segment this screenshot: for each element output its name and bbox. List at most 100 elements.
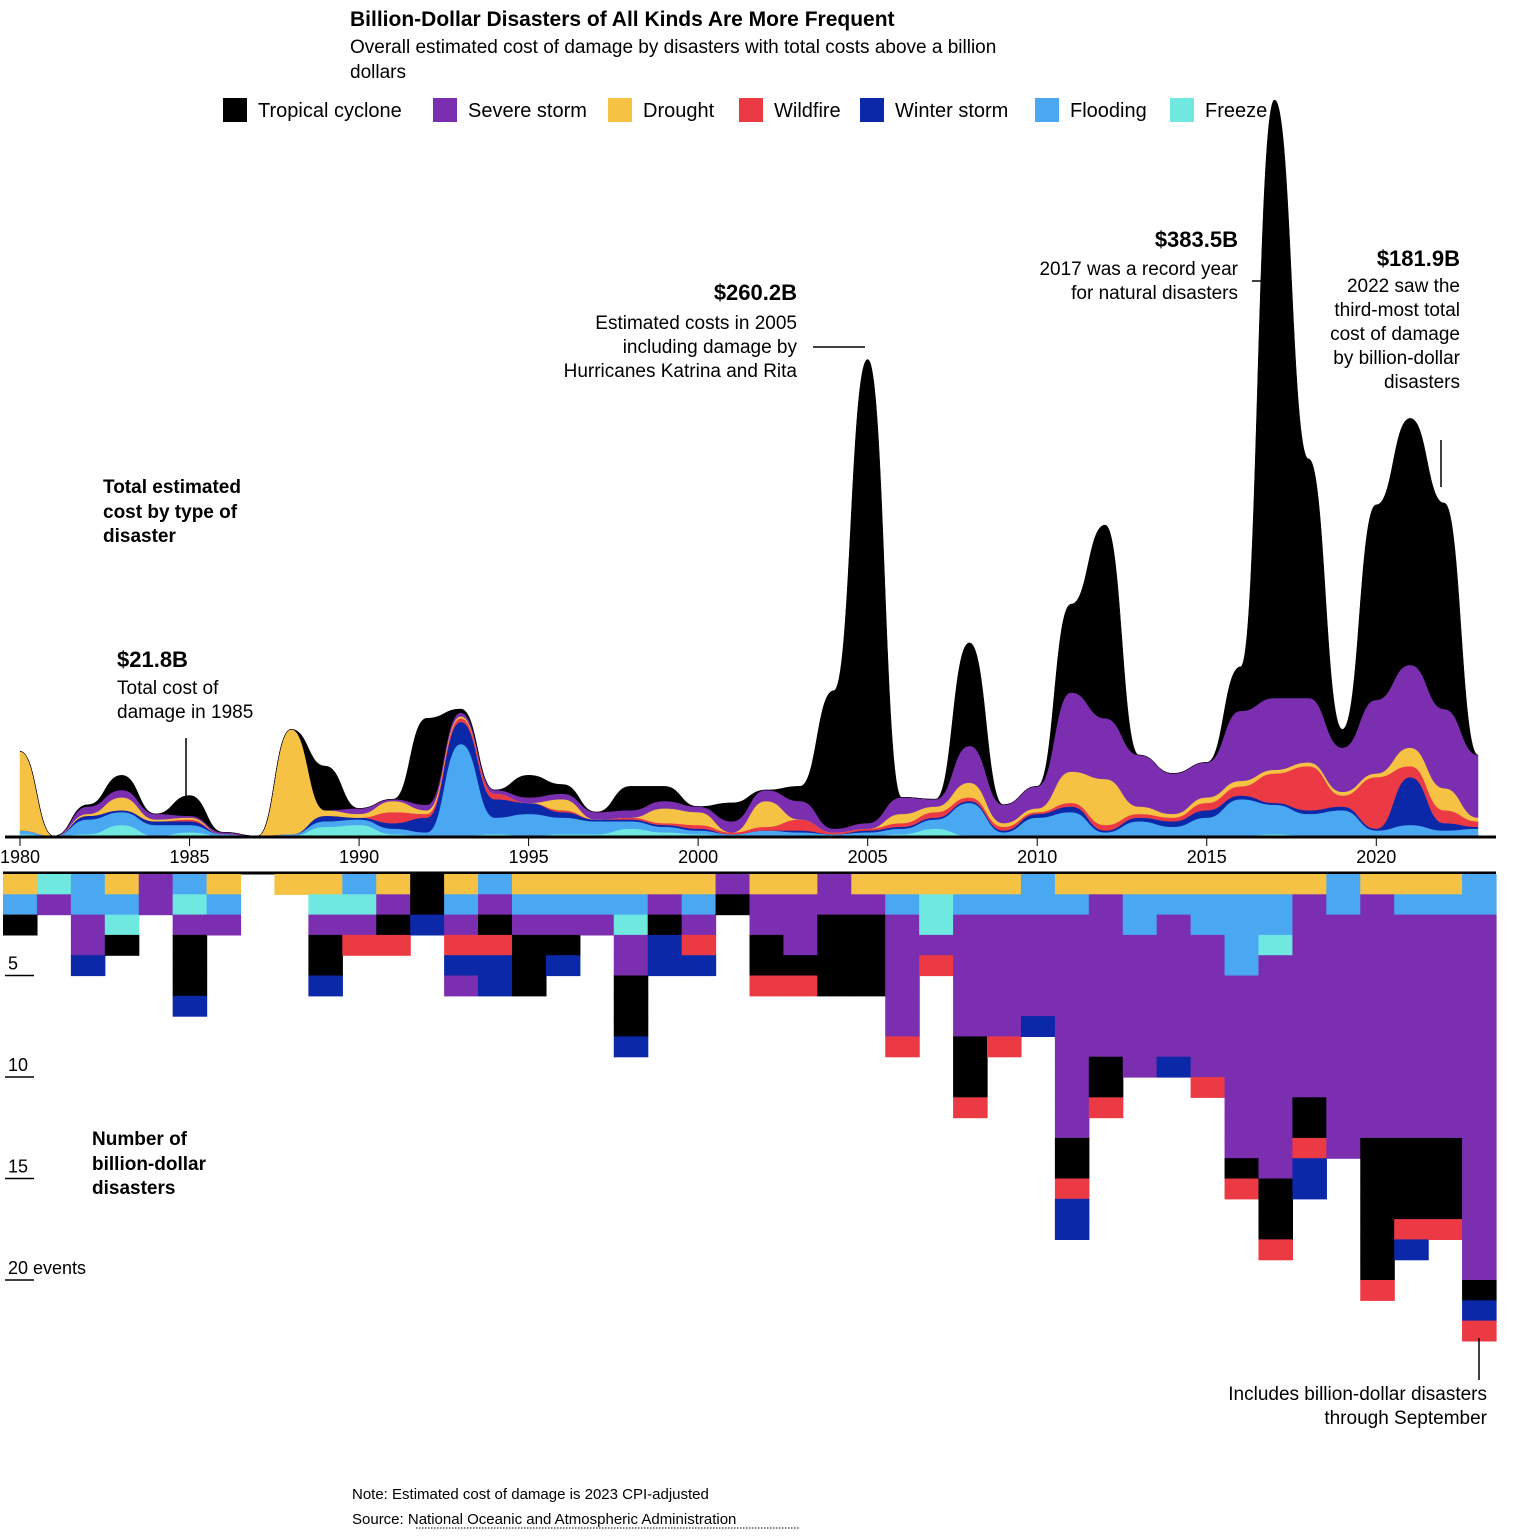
count-cell-2006-9-wildfire [885, 1036, 920, 1058]
count-cell-2016-14-severe-storm [1224, 1137, 1260, 1159]
count-cell-2018-11-severe-storm [1292, 1077, 1327, 1098]
count-cell-2018-5-severe-storm [1292, 955, 1327, 977]
count-cell-2022-12-severe-storm [1428, 1097, 1463, 1119]
cost-section-label-line-1: Total estimated [103, 477, 241, 498]
count-cell-2016-10-severe-storm [1224, 1056, 1260, 1078]
count-cell-2017-19-wildfire [1258, 1239, 1294, 1261]
count-cell-2004-3-tropical-cyclone [817, 914, 852, 936]
annotation-2022-line-2: third-most total [1334, 300, 1460, 321]
count-cell-2018-7-severe-storm [1292, 995, 1327, 1017]
count-bar-1983 [104, 874, 140, 956]
legend-label-flooding: Flooding [1070, 100, 1147, 122]
count-bar-1992 [410, 874, 445, 936]
count-cell-2020-2-severe-storm [1360, 894, 1395, 916]
count-cell-1990-1-flooding [342, 874, 377, 895]
count-cell-2011-18-winter-storm [1054, 1219, 1090, 1240]
count-cell-2010-5-severe-storm [1020, 955, 1056, 977]
count-cell-2011-10-severe-storm [1054, 1056, 1090, 1078]
count-cell-2013-6-severe-storm [1122, 975, 1158, 997]
count-cell-2017-8-severe-storm [1258, 1016, 1294, 1037]
count-bar-2015 [1190, 874, 1226, 1098]
count-cell-2004-4-tropical-cyclone [817, 934, 852, 956]
count-cell-1985-5-tropical-cyclone [172, 955, 208, 977]
count-cell-2002-3-severe-storm [749, 914, 785, 936]
count-bar-1982 [70, 874, 106, 977]
count-cell-2007-4-severe-storm [919, 934, 954, 956]
count-cell-2006-3-severe-storm [885, 914, 920, 936]
count-cell-2015-8-severe-storm [1190, 1016, 1226, 1037]
count-cell-2008-1-drought [953, 874, 988, 895]
annotation-2022-line-1: 2022 saw the [1347, 276, 1460, 297]
count-bar-2008 [953, 874, 988, 1119]
count-cell-2021-12-severe-storm [1394, 1097, 1429, 1119]
count-cell-1996-5-winter-storm [545, 955, 581, 977]
count-cell-2021-5-severe-storm [1394, 955, 1429, 977]
count-cell-2000-3-severe-storm [681, 914, 717, 936]
count-cell-2023-17-severe-storm [1462, 1198, 1497, 1220]
count-cell-1984-2-severe-storm [138, 894, 174, 916]
count-cell-1980-1-drought [3, 874, 38, 895]
count-cell-2002-2-severe-storm [749, 894, 785, 916]
count-cell-2011-3-severe-storm [1054, 914, 1090, 936]
count-cell-2023-22-winter-storm [1462, 1300, 1497, 1322]
count-bar-1988 [274, 874, 309, 895]
count-cell-2016-3-flooding [1224, 914, 1260, 936]
count-cell-2023-3-severe-storm [1462, 914, 1497, 936]
count-cell-2012-8-severe-storm [1088, 1016, 1124, 1037]
annotation-1985-line-1: Total cost of [117, 678, 219, 699]
count-bar-1980 [3, 874, 38, 936]
count-cell-2017-3-flooding [1258, 914, 1294, 936]
count-cell-2019-6-severe-storm [1326, 975, 1361, 997]
count-cell-2014-9-severe-storm [1156, 1036, 1192, 1058]
count-cell-2006-6-severe-storm [885, 975, 920, 997]
count-cell-2005-6-tropical-cyclone [851, 975, 886, 997]
count-cell-2022-11-severe-storm [1428, 1077, 1463, 1098]
count-cell-2002-1-drought [749, 874, 785, 895]
count-cell-1992-3-winter-storm [410, 914, 445, 936]
count-cell-2016-4-flooding [1224, 934, 1260, 956]
count-cell-2020-12-severe-storm [1360, 1097, 1395, 1119]
count-cell-2012-5-severe-storm [1088, 955, 1124, 977]
count-cell-1994-3-tropical-cyclone [478, 914, 513, 936]
footer-source-link[interactable]: National Oceanic and Atmospheric Adminis… [408, 1511, 737, 1528]
count-cell-2001-2-tropical-cyclone [715, 894, 751, 916]
x-tick-label-1985: 1985 [170, 847, 210, 867]
count-cell-2013-3-flooding [1122, 914, 1158, 936]
count-cell-2016-12-severe-storm [1224, 1097, 1260, 1119]
count-cell-1994-4-wildfire [478, 934, 513, 956]
count-bar-2000 [681, 874, 717, 977]
count-cell-2014-8-severe-storm [1156, 1016, 1192, 1037]
count-cell-1998-1-drought [613, 874, 649, 895]
count-section-label-line-2: billion-dollar [92, 1154, 207, 1175]
cost-stream-chart [5, 99, 1496, 839]
count-cell-2009-3-severe-storm [987, 914, 1022, 936]
count-cell-2017-18-tropical-cyclone [1258, 1219, 1294, 1240]
count-cell-2019-4-severe-storm [1326, 934, 1361, 956]
count-cell-2002-5-tropical-cyclone [749, 955, 785, 977]
count-cell-2011-1-drought [1054, 874, 1090, 895]
count-tick-label-10: 10 [8, 1055, 28, 1075]
count-section-label-line-1: Number of [92, 1129, 188, 1150]
count-cell-2022-9-severe-storm [1428, 1036, 1463, 1058]
annotation-2005-line-3: Hurricanes Katrina and Rita [564, 361, 798, 382]
count-cell-2013-8-severe-storm [1122, 1016, 1158, 1037]
count-cell-1982-2-flooding [70, 894, 106, 916]
count-cell-1991-1-drought [376, 874, 411, 895]
count-bar-1994 [478, 874, 513, 997]
count-cell-1982-5-winter-storm [70, 955, 106, 977]
count-cell-1994-5-winter-storm [478, 955, 513, 977]
count-cell-2023-6-severe-storm [1462, 975, 1497, 997]
count-cell-1983-3-freeze [104, 914, 140, 936]
count-bar-2019 [1326, 874, 1361, 1159]
count-cell-2023-9-severe-storm [1462, 1036, 1497, 1058]
count-cell-2021-9-severe-storm [1394, 1036, 1429, 1058]
count-cell-1989-4-tropical-cyclone [308, 934, 343, 956]
count-cell-2015-6-severe-storm [1190, 975, 1226, 997]
count-cell-2011-6-severe-storm [1054, 975, 1090, 997]
annotation-1985-line-2: damage in 1985 [117, 702, 253, 723]
count-cell-2018-15-winter-storm [1292, 1158, 1327, 1180]
count-cell-1998-3-freeze [613, 914, 649, 936]
count-bar-2017 [1258, 874, 1294, 1261]
count-cell-2019-2-flooding [1326, 894, 1361, 916]
count-cell-2018-6-severe-storm [1292, 975, 1327, 997]
